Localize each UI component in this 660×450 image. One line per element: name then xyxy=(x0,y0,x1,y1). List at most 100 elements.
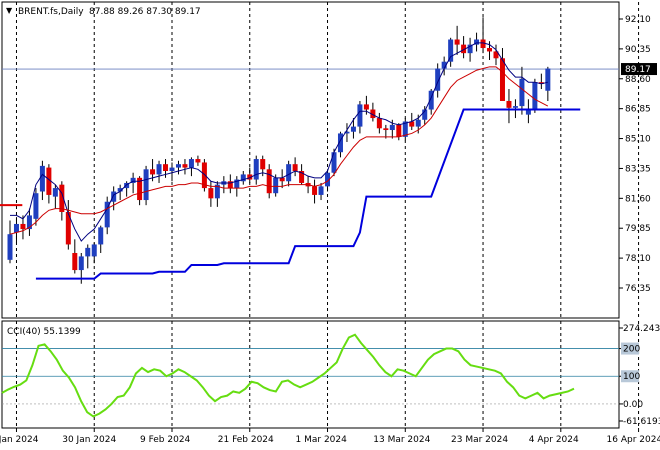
candle-up xyxy=(7,234,13,260)
x-tick-label: 4 Apr 2024 xyxy=(529,435,579,445)
y-tick-label: 274.2435 xyxy=(623,324,660,334)
candle-up xyxy=(331,152,337,173)
x-tick-label: 16 Apr 2024 xyxy=(607,435,660,445)
candle-down xyxy=(182,164,188,168)
level-label-box xyxy=(621,370,639,383)
candle-up xyxy=(39,165,45,192)
candle-up xyxy=(111,191,117,202)
candle-down xyxy=(279,177,285,182)
candle-up xyxy=(273,177,279,194)
price-panel: 92.10 90.35 88.60 86.85 85.10 83.35 81.60 79.85… xyxy=(0,1,657,319)
slow-ma-line xyxy=(9,66,549,235)
candle-up xyxy=(143,169,149,201)
candle-up xyxy=(428,90,434,110)
candle-up xyxy=(318,186,324,195)
candle-down xyxy=(396,124,402,137)
candle-up xyxy=(124,182,130,189)
current-price-label: 89.17 xyxy=(625,65,651,75)
candle-down xyxy=(299,171,305,183)
candle-down xyxy=(461,44,467,54)
y-tick-label: 86.85 xyxy=(625,105,651,115)
candle-down xyxy=(538,82,544,84)
candle-up xyxy=(286,164,292,182)
candle-up xyxy=(357,104,363,127)
y-tick-label: 0.00 xyxy=(623,400,643,410)
candle-down xyxy=(266,169,272,194)
candle-down xyxy=(65,211,71,245)
candle-down xyxy=(227,181,233,189)
candle-up xyxy=(240,174,246,182)
candle-up xyxy=(448,39,454,62)
candle-up xyxy=(474,39,480,45)
candle-up xyxy=(441,61,447,69)
candle-up xyxy=(234,179,240,189)
y-tick-label: -61.6193 xyxy=(623,417,660,427)
candle-down xyxy=(454,39,460,45)
candle-down xyxy=(292,164,298,172)
candle-down xyxy=(46,167,52,195)
candle-up xyxy=(344,131,350,134)
time-axis: 19 Jan 2024 30 Jan 2024 9 Feb 2024 21 Feb 2… xyxy=(0,428,660,445)
candle-up xyxy=(422,109,428,120)
candle-up xyxy=(85,247,91,257)
trailing-stop-line xyxy=(35,108,581,280)
candle-down xyxy=(260,159,266,170)
x-tick-label: 19 Jan 2024 xyxy=(0,435,39,445)
symbol-label: BRENT.fs,Daily xyxy=(18,7,84,17)
level-label-box xyxy=(621,342,639,355)
candle-up xyxy=(415,119,421,127)
candle-down xyxy=(480,39,486,49)
y-tick-label: 90.35 xyxy=(625,45,651,55)
candle-up xyxy=(532,82,538,110)
candle-down xyxy=(208,188,214,199)
x-tick-label: 23 Mar 2024 xyxy=(451,435,508,445)
candle-up xyxy=(78,256,84,271)
candle-up xyxy=(337,133,343,153)
x-tick-label: 13 Mar 2024 xyxy=(373,435,430,445)
candle-up xyxy=(91,244,97,257)
cci-panel: 274.2435 200 100 0.00 -61.6193 xyxy=(1,320,660,429)
y-tick-label: 79.85 xyxy=(625,224,651,234)
candle-up xyxy=(389,124,395,131)
candle-down xyxy=(363,104,369,110)
candle-up xyxy=(169,167,175,172)
collapse-arrow-icon[interactable]: ▼ xyxy=(6,6,13,15)
y-tick-label: 88.60 xyxy=(625,75,651,85)
candle-up xyxy=(175,164,181,168)
cci-frame xyxy=(1,320,620,429)
x-tick-label: 30 Jan 2024 xyxy=(62,435,116,445)
candle-down xyxy=(383,128,389,131)
candle-up xyxy=(545,68,551,91)
y-tick-label: 200 xyxy=(623,345,640,355)
candle-down xyxy=(137,177,143,201)
candle-down xyxy=(370,109,376,119)
cci-line xyxy=(1,333,575,418)
y-tick-label: 100 xyxy=(623,372,640,382)
candle-up xyxy=(402,121,408,137)
y-tick-label: 78.10 xyxy=(625,254,651,264)
x-tick-label: 9 Feb 2024 xyxy=(140,435,191,445)
candle-up xyxy=(188,159,194,168)
candle-up xyxy=(214,184,220,199)
candle-down xyxy=(506,100,512,108)
current-price-box xyxy=(621,63,657,76)
candle-up xyxy=(512,106,518,108)
candle-down xyxy=(409,121,415,127)
candle-up xyxy=(130,177,136,183)
candle-up xyxy=(13,223,19,233)
candle-up xyxy=(98,227,104,245)
candle-up xyxy=(253,159,259,180)
y-tick-label: 81.60 xyxy=(625,194,651,204)
y-tick-label: 76.35 xyxy=(625,284,651,294)
candle-down xyxy=(59,184,65,212)
candle-down xyxy=(312,186,318,195)
candle-down xyxy=(20,223,26,230)
candle-up xyxy=(104,201,110,228)
candle-up xyxy=(435,68,441,91)
candle-up xyxy=(525,109,531,115)
candle-down xyxy=(163,164,169,172)
fast-ma-line xyxy=(10,42,548,242)
candle-down xyxy=(195,159,201,163)
candle-up xyxy=(52,188,58,197)
